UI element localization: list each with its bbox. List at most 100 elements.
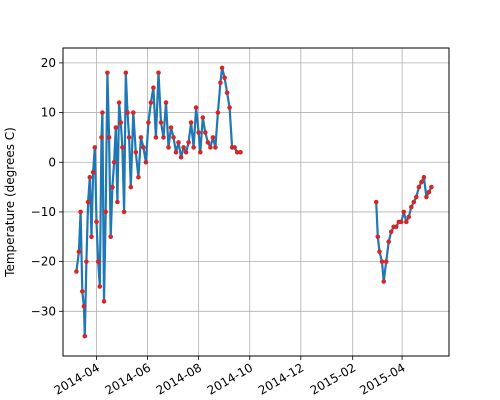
data-point <box>401 209 407 215</box>
data-point <box>128 184 134 190</box>
data-point <box>219 65 225 71</box>
x-tick-label: 2014-10 <box>205 360 255 397</box>
data-point <box>92 145 98 150</box>
data-point <box>89 234 94 240</box>
data-point <box>399 219 404 225</box>
data-point <box>411 199 417 205</box>
data-point <box>377 249 382 254</box>
data-point <box>81 304 87 309</box>
data-point <box>80 289 85 294</box>
data-point <box>105 70 110 76</box>
data-point <box>151 85 156 90</box>
data-point <box>203 130 208 135</box>
data-point <box>97 284 103 289</box>
data-point <box>161 135 166 140</box>
data-point <box>126 135 132 140</box>
x-tick-label: 2014-08 <box>154 360 204 397</box>
data-point <box>95 259 101 264</box>
data-point <box>218 80 223 86</box>
data-point <box>210 135 216 140</box>
data-point <box>156 70 161 76</box>
data-point <box>198 150 203 155</box>
data-point <box>429 184 434 190</box>
data-point <box>123 70 129 76</box>
data-point <box>163 100 169 105</box>
y-axis-label: Temperature (degrees C) <box>3 127 17 278</box>
data-point <box>404 219 409 225</box>
data-point <box>234 150 240 155</box>
x-axis: 2014-04 2014-06 2014-08 2014-10 2014-12 2015-… <box>52 356 408 398</box>
x-tick-label: 2014-04 <box>52 360 102 397</box>
data-point <box>213 145 218 150</box>
data-point <box>125 110 130 115</box>
data-point <box>85 199 91 205</box>
data-point <box>186 140 191 145</box>
data-point <box>153 135 159 140</box>
data-point <box>426 189 432 195</box>
data-point <box>106 135 112 140</box>
data-point <box>143 160 149 165</box>
data-point <box>111 160 117 165</box>
data-point <box>101 299 107 304</box>
data-point <box>191 145 196 150</box>
grid-lines <box>63 48 449 356</box>
data-point <box>193 105 199 110</box>
data-point <box>100 110 105 115</box>
data-point <box>388 229 394 235</box>
x-tick-label: 2015-04 <box>357 360 407 397</box>
data-point <box>141 145 146 150</box>
data-point <box>116 100 122 105</box>
data-point <box>133 150 139 155</box>
data-point <box>406 214 412 220</box>
data-point <box>215 110 221 115</box>
data-point <box>181 145 186 150</box>
y-tick-label: −10 <box>31 205 56 219</box>
data-point <box>136 174 141 180</box>
data-point <box>238 150 243 155</box>
data-point <box>205 140 211 145</box>
data-point <box>188 120 194 125</box>
data-point <box>87 174 93 180</box>
y-axis: 20 10 0 −10 −20 −30 <box>31 56 63 318</box>
data-point <box>375 234 381 240</box>
data-point <box>108 234 113 240</box>
data-point <box>146 120 151 125</box>
data-point <box>118 120 124 125</box>
data-point <box>113 125 119 130</box>
data-point <box>115 199 120 205</box>
data-point <box>424 194 429 200</box>
data-point <box>178 155 184 160</box>
data-point <box>173 150 179 155</box>
data-point <box>176 140 181 145</box>
data-point <box>84 259 89 264</box>
y-tick-label: 10 <box>41 106 56 120</box>
data-point <box>121 209 127 215</box>
data-point <box>103 209 108 215</box>
data-point <box>158 120 164 125</box>
plot-background <box>63 48 449 356</box>
data-point <box>120 145 125 150</box>
data-point <box>171 135 176 140</box>
data-point <box>94 219 99 225</box>
data-point <box>383 259 389 264</box>
y-tick-label: −30 <box>31 304 56 318</box>
data-point <box>99 135 104 140</box>
data-point <box>78 209 83 215</box>
y-tick-label: 20 <box>41 56 56 70</box>
data-point <box>409 204 414 210</box>
data-point <box>168 125 174 130</box>
data-point <box>74 269 79 274</box>
data-point <box>222 75 227 81</box>
data-point <box>227 105 232 110</box>
x-tick-label: 2015-02 <box>308 360 358 397</box>
data-point <box>416 184 422 190</box>
data-point <box>138 135 144 140</box>
data-point <box>196 130 201 135</box>
y-tick-label: 0 <box>48 155 56 169</box>
data-point <box>224 90 230 95</box>
data-point <box>110 184 115 190</box>
x-tick-label: 2014-06 <box>103 360 153 397</box>
data-point <box>131 110 136 115</box>
data-point <box>208 145 213 150</box>
